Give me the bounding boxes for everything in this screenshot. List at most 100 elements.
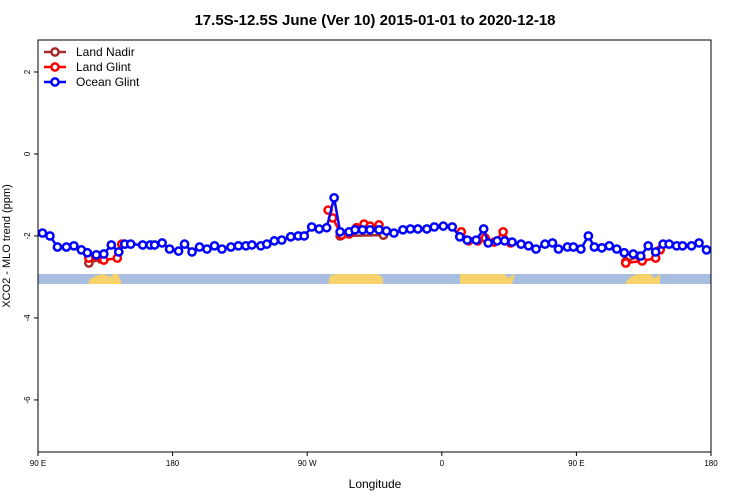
point <box>413 224 423 234</box>
land-patch <box>460 274 515 284</box>
point <box>471 235 482 245</box>
point <box>576 244 586 254</box>
point <box>429 222 440 232</box>
point <box>98 249 109 259</box>
y-tick-label: 2 <box>23 69 32 74</box>
legend-label: Ocean Glint <box>76 75 140 89</box>
y-axis-label: XCO2 - MLO trend (ppm) <box>1 184 13 307</box>
legend-marker <box>50 62 60 72</box>
y-tick-label: -6 <box>23 396 32 404</box>
chart-title: 17.5S-12.5S June (Ver 10) 2015-01-01 to … <box>194 12 555 29</box>
point <box>164 244 175 254</box>
plot-frame <box>37 39 712 453</box>
point <box>531 244 541 254</box>
point <box>149 240 160 250</box>
point <box>421 224 432 234</box>
point <box>507 237 517 247</box>
point <box>314 224 325 234</box>
point <box>619 247 630 258</box>
point <box>61 242 72 252</box>
point <box>269 236 280 246</box>
land-patch <box>328 274 383 284</box>
point <box>643 240 654 251</box>
point <box>454 231 465 242</box>
x-tick-label: 90 E <box>568 459 584 468</box>
point <box>179 239 190 250</box>
point <box>677 240 688 251</box>
point <box>635 251 646 261</box>
point <box>547 238 558 248</box>
x-axis-label: Longitude <box>349 477 402 491</box>
point <box>568 242 579 252</box>
point <box>694 238 704 248</box>
point <box>91 249 102 260</box>
point <box>217 244 227 254</box>
point <box>125 239 136 250</box>
point <box>438 221 449 231</box>
point <box>398 224 408 235</box>
point <box>701 245 712 255</box>
point <box>686 240 697 251</box>
point <box>261 239 272 250</box>
point <box>202 244 212 254</box>
point <box>37 228 48 238</box>
point <box>194 242 205 252</box>
legend-label: Land Glint <box>76 60 131 74</box>
point <box>553 244 564 254</box>
point <box>276 235 287 245</box>
point <box>492 236 502 246</box>
x-tick-label: 90 W <box>298 459 317 468</box>
y-tick-label: -4 <box>23 314 32 322</box>
point <box>233 240 244 251</box>
x-tick-label: 180 <box>704 459 718 468</box>
point <box>596 242 607 253</box>
legend-label: Land Nadir <box>76 45 135 59</box>
point <box>285 231 296 242</box>
point <box>583 231 594 241</box>
point <box>226 242 236 252</box>
point <box>137 240 148 250</box>
point <box>620 258 631 268</box>
point <box>664 239 674 250</box>
point <box>628 249 639 259</box>
point <box>69 240 79 251</box>
point <box>365 224 375 235</box>
point <box>329 192 339 203</box>
point <box>52 242 63 252</box>
y-tick-label: -2 <box>23 232 32 240</box>
x-tick-label: 180 <box>166 459 180 468</box>
point <box>209 240 220 251</box>
land-patch <box>88 274 122 284</box>
point <box>650 247 661 257</box>
point <box>106 240 117 250</box>
y-tick-label: 0 <box>23 151 32 156</box>
x-tick-label: 0 <box>440 459 445 468</box>
point <box>45 231 55 241</box>
point <box>173 246 184 256</box>
land-patch <box>625 274 660 284</box>
point <box>462 235 473 245</box>
point <box>82 247 93 258</box>
point <box>405 224 416 234</box>
point <box>299 231 310 241</box>
point <box>447 222 458 232</box>
point <box>335 227 345 237</box>
point <box>478 224 489 234</box>
point <box>357 224 368 235</box>
point <box>113 247 124 257</box>
point <box>187 247 197 257</box>
point <box>498 227 508 237</box>
land-mask <box>38 274 711 284</box>
point <box>306 222 317 232</box>
point <box>381 226 392 236</box>
point <box>604 240 615 251</box>
point <box>247 240 257 250</box>
point <box>540 239 550 250</box>
point <box>523 240 534 251</box>
point <box>389 228 399 238</box>
point <box>350 224 360 235</box>
point <box>499 236 510 246</box>
point <box>611 244 622 254</box>
point <box>483 238 494 248</box>
